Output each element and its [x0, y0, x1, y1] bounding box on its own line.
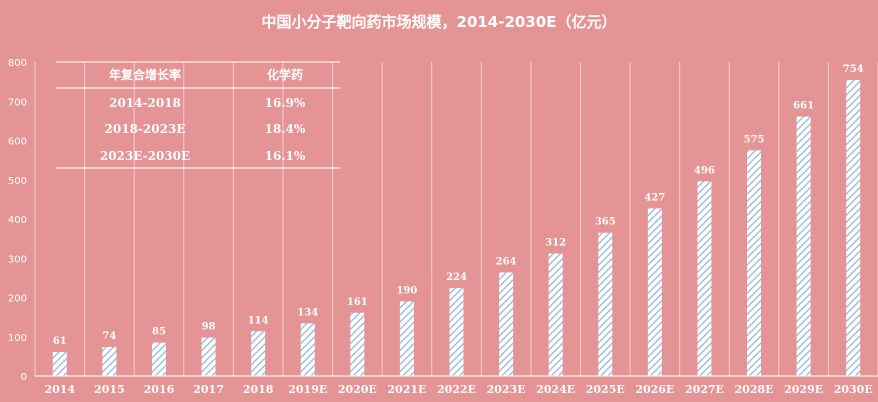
bar: [747, 150, 762, 376]
data-label: 264: [496, 256, 517, 267]
grid: [34, 62, 878, 376]
table-cell: 2018-2023E: [105, 122, 186, 136]
data-label: 427: [644, 192, 665, 203]
table-cell: 2023E-2030E: [100, 149, 190, 163]
data-label: 134: [297, 307, 318, 318]
bar: [300, 323, 315, 376]
y-tick-label: 600: [8, 137, 27, 148]
x-tick-label: 2014: [44, 383, 75, 396]
data-label: 85: [152, 327, 166, 338]
x-axis: 2014 2015 2016 2017 2018 2019E 2020E 2021E 2022E…: [44, 383, 872, 396]
bar: [151, 342, 166, 376]
table-cell: 2014-2018: [109, 96, 181, 110]
x-tick-label: 2015: [94, 383, 125, 396]
data-label: 224: [446, 272, 467, 283]
data-label: 98: [202, 322, 216, 333]
data-label: 74: [102, 331, 116, 342]
y-tick-label: 100: [8, 333, 27, 344]
bar: [350, 312, 365, 376]
bar: [102, 346, 117, 376]
bars: 61 74 85 98 114 134 161 190 224 264 312 365 427 496 57…: [52, 64, 864, 377]
data-label: 190: [396, 285, 417, 296]
bar: [697, 181, 712, 376]
bar: [846, 80, 861, 377]
x-tick-label: 2019E: [288, 383, 327, 396]
bar: [399, 301, 414, 376]
bar: [548, 253, 563, 376]
data-label: 312: [545, 238, 566, 249]
x-tick-label: 2020E: [338, 383, 377, 396]
x-tick-label: 2021E: [387, 383, 426, 396]
table-cell: 18.4%: [265, 122, 306, 136]
y-tick-label: 500: [8, 176, 27, 187]
y-tick-label: 800: [8, 58, 27, 69]
y-tick-label: 200: [8, 294, 27, 305]
x-tick-label: 2028E: [735, 383, 774, 396]
x-tick-label: 2017: [193, 383, 224, 396]
y-tick-label: 700: [8, 97, 27, 108]
x-tick-label: 2025E: [586, 383, 625, 396]
y-tick-label: 300: [8, 254, 27, 265]
chart-title: 中国小分子靶向药市场规模，2014-2030E（亿元）: [262, 13, 617, 31]
bar: [598, 232, 613, 376]
bar: [499, 272, 514, 376]
table-header-chem: 化学药: [267, 67, 303, 82]
bar: [201, 337, 216, 376]
bar: [647, 208, 662, 376]
data-label: 61: [53, 336, 67, 347]
bar: [796, 116, 811, 377]
x-tick-label: 2016: [144, 383, 175, 396]
y-axis: 0 100 200 300 400 500 600 700 800: [8, 58, 27, 383]
x-tick-label: 2024E: [536, 383, 575, 396]
data-label: 575: [744, 134, 765, 145]
x-tick-label: 2026E: [635, 383, 674, 396]
x-tick-label: 2029E: [784, 383, 823, 396]
bar: [251, 331, 266, 376]
x-tick-label: 2030E: [834, 383, 873, 396]
data-label: 114: [248, 315, 269, 326]
y-tick-label: 0: [21, 372, 27, 383]
y-tick-label: 400: [8, 215, 27, 226]
data-label: 365: [595, 217, 616, 228]
table-header-cagr: 年复合增长率: [109, 67, 181, 82]
data-label: 496: [694, 165, 715, 176]
bar: [52, 352, 67, 376]
data-label: 754: [843, 64, 864, 75]
x-tick-label: 2018: [243, 383, 274, 396]
table-cell: 16.9%: [265, 96, 306, 110]
cagr-table: 年复合增长率 化学药 2014-2018 16.9% 2018-2023E 18…: [56, 61, 340, 169]
data-label: 161: [347, 297, 368, 308]
bar: [449, 288, 464, 376]
x-tick-label: 2027E: [685, 383, 724, 396]
data-label: 661: [793, 101, 814, 112]
x-tick-label: 2022E: [437, 383, 476, 396]
table-cell: 16.1%: [265, 149, 306, 163]
x-tick-label: 2023E: [487, 383, 526, 396]
